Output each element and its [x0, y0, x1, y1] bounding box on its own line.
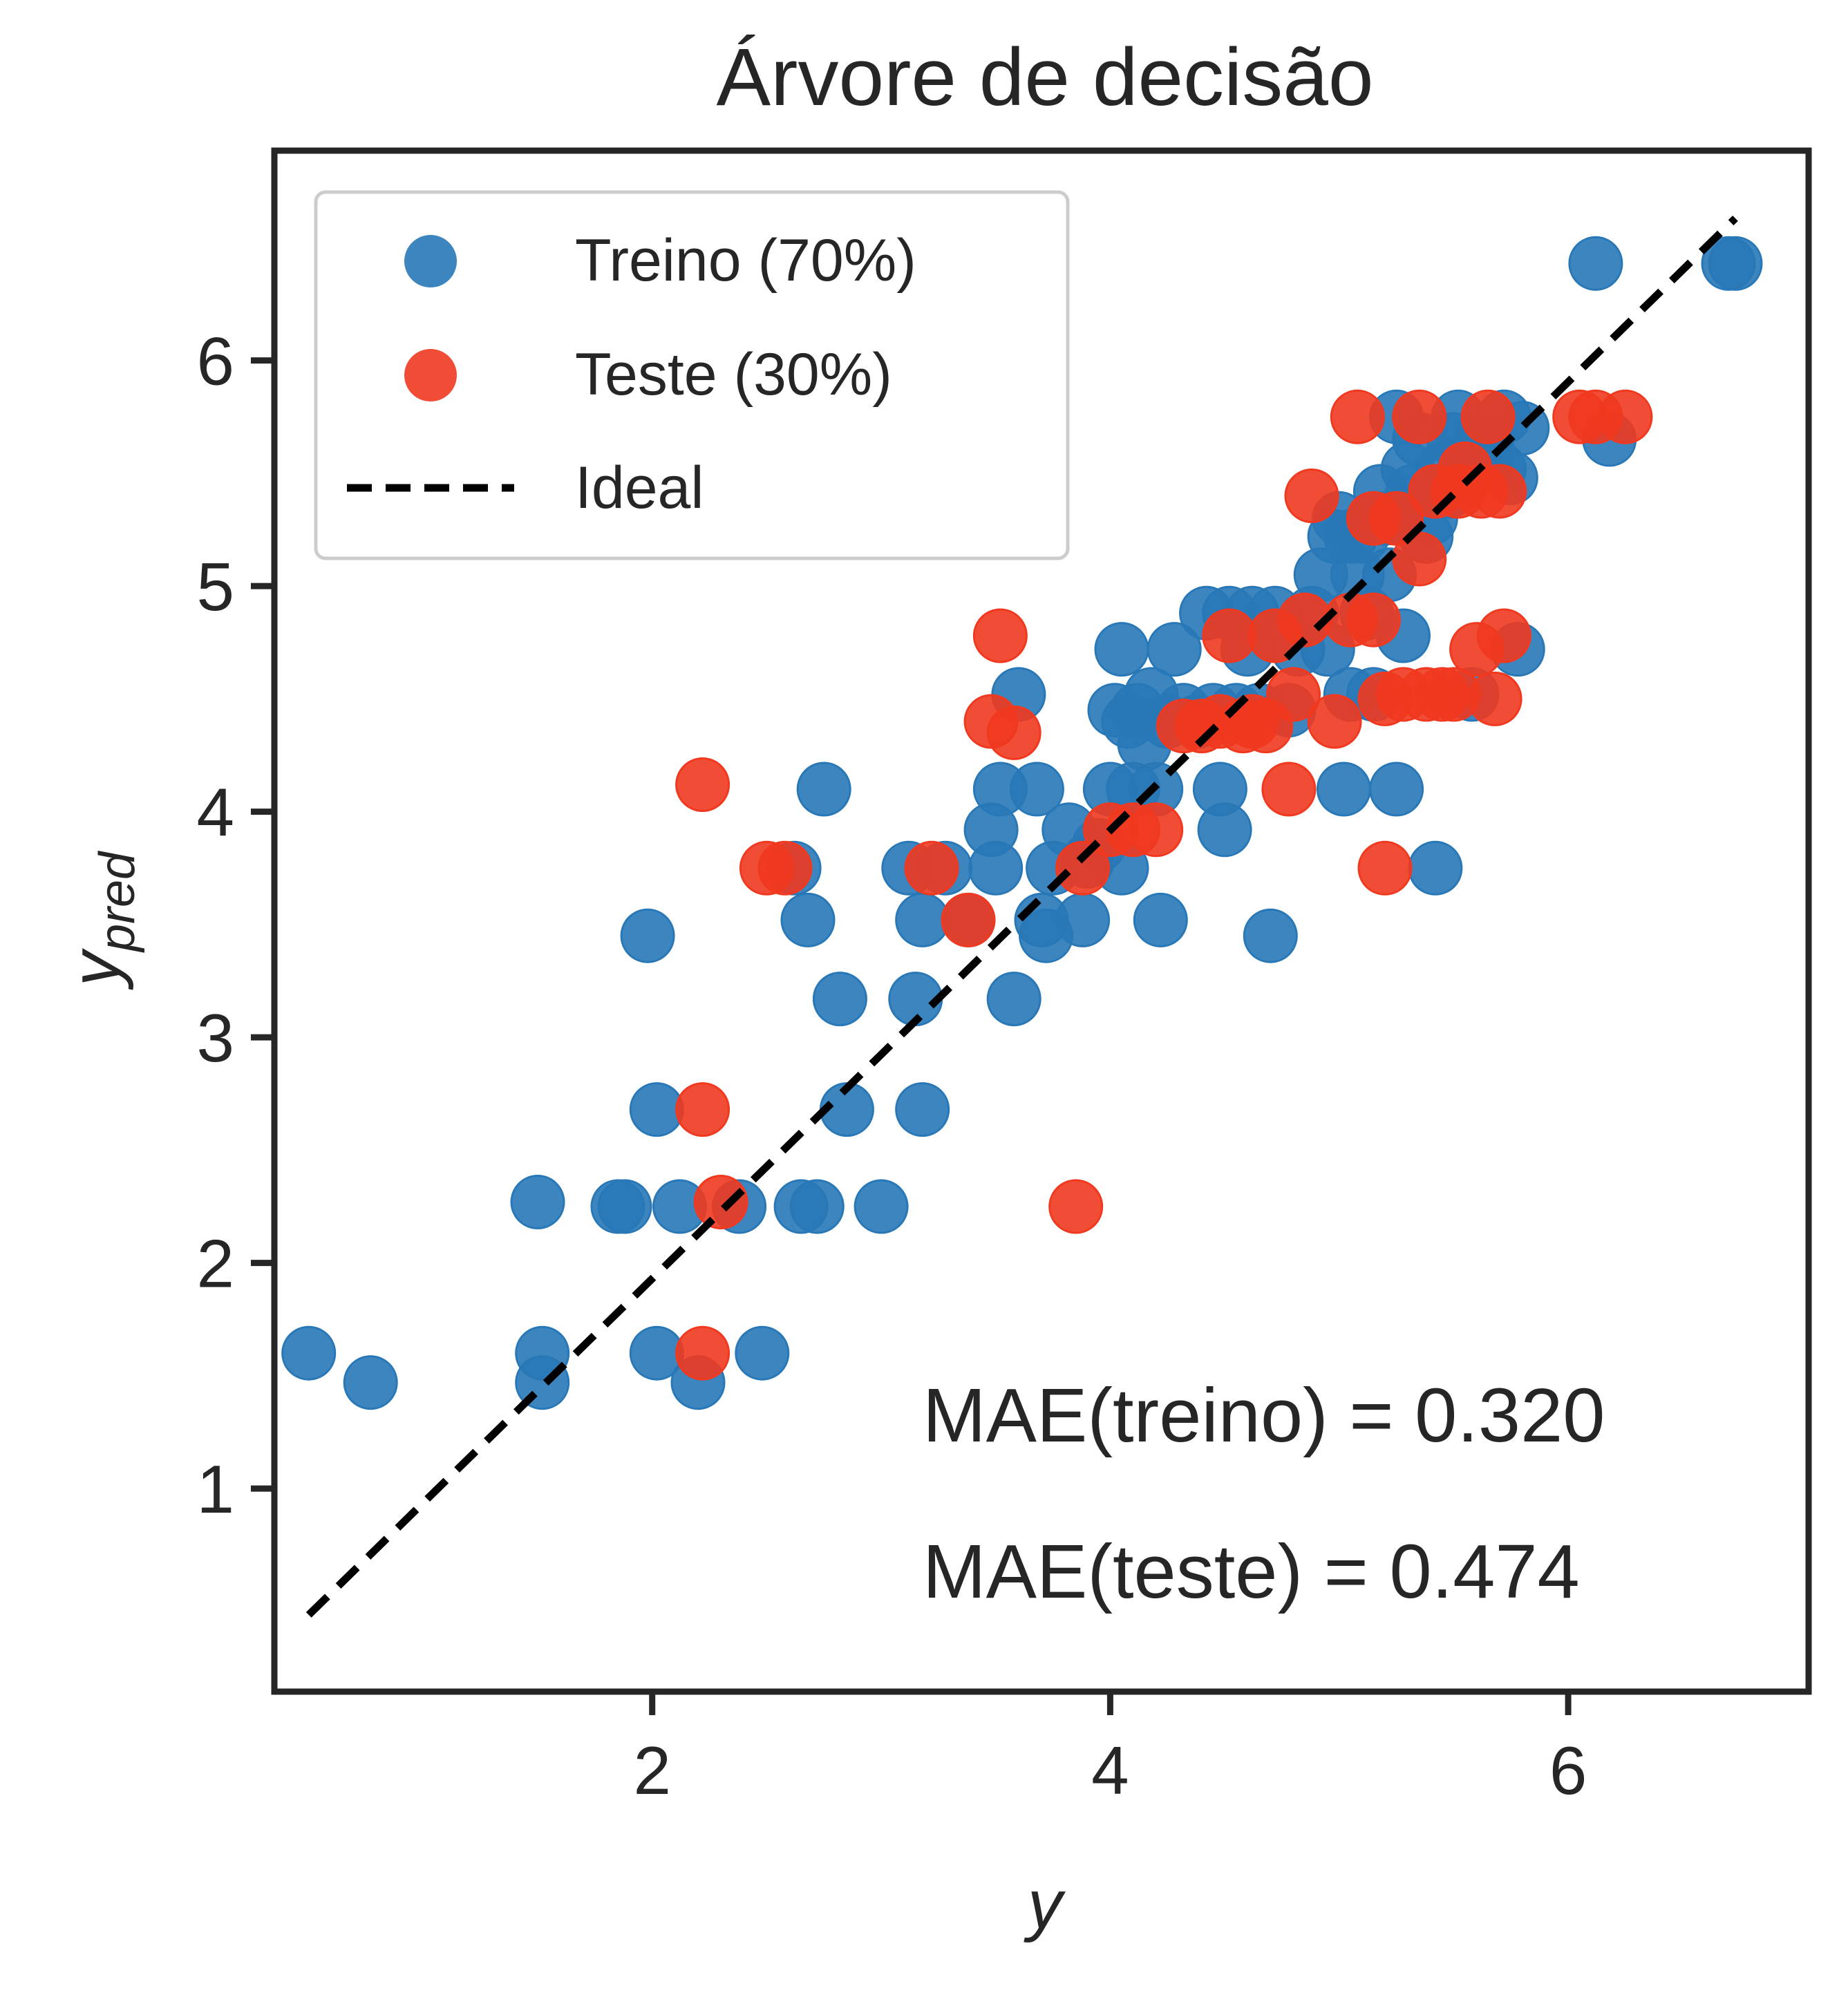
test-point-9 — [972, 608, 1028, 663]
test-point-53 — [1598, 389, 1653, 444]
test-point-19 — [1202, 608, 1257, 663]
test-point-1 — [675, 1082, 730, 1137]
legend-marker-treino — [404, 235, 457, 287]
chart-title: Árvore de decisão — [716, 32, 1373, 123]
train-point-38 — [1055, 892, 1111, 947]
test-point-15 — [1129, 802, 1184, 858]
test-point-24 — [1261, 762, 1317, 817]
test-point-32 — [1346, 592, 1401, 647]
train-point-84 — [1369, 762, 1424, 817]
mae-train-annotation: MAE(treino) = 0.320 — [923, 1373, 1605, 1458]
test-point-2 — [675, 1325, 730, 1381]
train-point-25 — [895, 1082, 950, 1137]
test-point-5 — [757, 840, 813, 896]
plot-frame — [271, 147, 1812, 1695]
test-point-37 — [1392, 389, 1447, 444]
train-point-53 — [1147, 622, 1202, 677]
legend-label-teste: Teste (30%) — [575, 341, 892, 408]
mae-test-annotation: MAE(teste) = 0.474 — [923, 1529, 1580, 1614]
test-point-47 — [1460, 389, 1516, 444]
y-tick-label-4: 4 — [196, 775, 234, 851]
test-point-12 — [1055, 840, 1111, 896]
test-point-48 — [1467, 671, 1522, 726]
test-point-38 — [1392, 531, 1447, 587]
y-axis-label-sub: pred — [90, 851, 145, 953]
train-point-6 — [597, 1179, 652, 1234]
train-point-0 — [281, 1325, 337, 1381]
test-point-3 — [693, 1175, 748, 1229]
y-axis-ticks: 1 2 3 4 5 6 — [196, 323, 274, 1527]
train-point-16 — [780, 892, 836, 947]
svg-text:ypred: ypred — [57, 851, 145, 990]
test-point-30 — [1330, 389, 1385, 444]
data-points — [281, 236, 1763, 1410]
train-point-65 — [1243, 908, 1298, 963]
train-point-8 — [629, 1082, 684, 1137]
test-point-10 — [986, 705, 1041, 760]
legend: Treino (70%) Teste (30%) Ideal — [314, 190, 1070, 560]
train-point-92 — [1408, 840, 1463, 896]
test-point-0 — [675, 757, 730, 812]
y-tick-label-1: 1 — [196, 1451, 234, 1527]
train-point-18 — [796, 762, 851, 817]
train-point-7 — [620, 908, 675, 963]
train-point-74 — [1316, 762, 1371, 817]
test-point-49 — [1472, 464, 1527, 519]
test-point-27 — [1284, 469, 1339, 523]
train-point-21 — [854, 1179, 909, 1234]
test-point-25 — [1266, 667, 1321, 722]
x-axis-label: y — [1024, 1866, 1066, 1943]
test-point-11 — [1048, 1179, 1104, 1234]
test-point-50 — [1476, 608, 1531, 663]
legend-label-treino: Treino (70%) — [575, 227, 916, 294]
y-tick-label-2: 2 — [196, 1226, 234, 1302]
y-tick-label-5: 5 — [196, 549, 234, 625]
test-point-28 — [1307, 694, 1362, 749]
y-axis-label: ypred — [57, 851, 145, 990]
ideal-line-group — [305, 216, 1738, 1618]
train-point-17 — [789, 1179, 845, 1234]
train-point-59 — [1197, 802, 1252, 858]
train-point-29 — [968, 840, 1024, 896]
train-point-1 — [343, 1355, 398, 1410]
train-point-2 — [510, 1175, 565, 1229]
train-point-33 — [1009, 762, 1064, 817]
train-point-109 — [1708, 236, 1763, 291]
test-point-7 — [941, 892, 996, 947]
y-axis-label-main: y — [57, 947, 134, 990]
x-tick-label-2: 2 — [633, 1732, 671, 1808]
train-point-51 — [1133, 892, 1188, 947]
legend-marker-teste — [404, 349, 457, 401]
ideal-line — [305, 216, 1738, 1618]
y-tick-label-3: 3 — [196, 1000, 234, 1076]
legend-box — [314, 190, 1070, 560]
x-tick-label-4: 4 — [1091, 1732, 1129, 1808]
train-point-24 — [895, 892, 950, 947]
x-tick-label-6: 6 — [1549, 1732, 1587, 1808]
train-point-43 — [1094, 622, 1149, 677]
x-axis-ticks: 2 4 6 — [633, 1692, 1587, 1808]
y-tick-label-6: 6 — [196, 323, 234, 399]
train-point-19 — [812, 972, 867, 1027]
test-point-34 — [1357, 840, 1413, 896]
train-point-106 — [1568, 236, 1623, 291]
train-point-13 — [735, 1325, 790, 1381]
legend-label-ideal: Ideal — [575, 455, 704, 521]
test-point-6 — [904, 840, 959, 896]
train-point-31 — [986, 972, 1041, 1027]
